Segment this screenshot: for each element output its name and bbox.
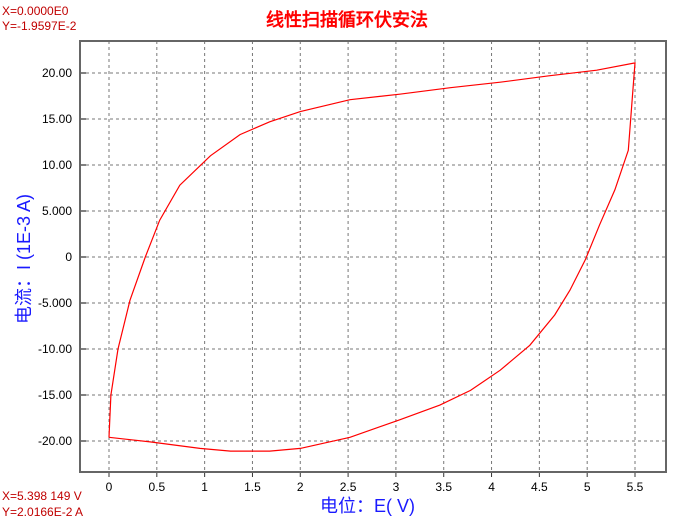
y-tick-label: 20.00	[42, 66, 72, 80]
y-tick-label: -20.00	[38, 434, 72, 448]
x-tick-label: 0.5	[148, 480, 165, 494]
cursor-y-bottom: Y=2.0166E-2 A	[2, 505, 84, 519]
cv-curve	[108, 62, 636, 452]
x-axis-label: 电位：E( V)	[320, 496, 416, 516]
cursor-y-top: Y=-1.9597E-2	[2, 19, 77, 33]
x-tick-label: 2	[297, 480, 304, 494]
plot-frame	[79, 40, 667, 473]
y-tick-label: -15.00	[38, 388, 72, 402]
x-tick-label: 3	[393, 480, 400, 494]
y-tick-label: 15.00	[42, 112, 72, 126]
y-tick-label: -5.000	[38, 296, 72, 310]
y-tick-label: 5.000	[42, 204, 72, 218]
y-tick-label: 10.00	[42, 158, 72, 172]
x-tick-label: 4	[488, 480, 495, 494]
cursor-x-top: X=0.0000E0	[2, 4, 69, 18]
cursor-x-bottom: X=5.398 149 V	[2, 489, 82, 503]
x-tick-label: 3.5	[435, 480, 452, 494]
x-tick-label: 1.5	[244, 480, 261, 494]
x-tick-label: 4.5	[531, 480, 548, 494]
y-tick-label: -10.00	[38, 342, 72, 356]
x-tick-label: 5.5	[627, 480, 644, 494]
x-tick-label: 1	[201, 480, 208, 494]
x-tick-label: 5	[584, 480, 591, 494]
x-tick-label: 0	[106, 480, 113, 494]
y-tick-label: 0	[65, 250, 72, 264]
chart-title: 线性扫描循环伏安法	[266, 10, 428, 31]
x-tick-label: 2.5	[340, 480, 357, 494]
